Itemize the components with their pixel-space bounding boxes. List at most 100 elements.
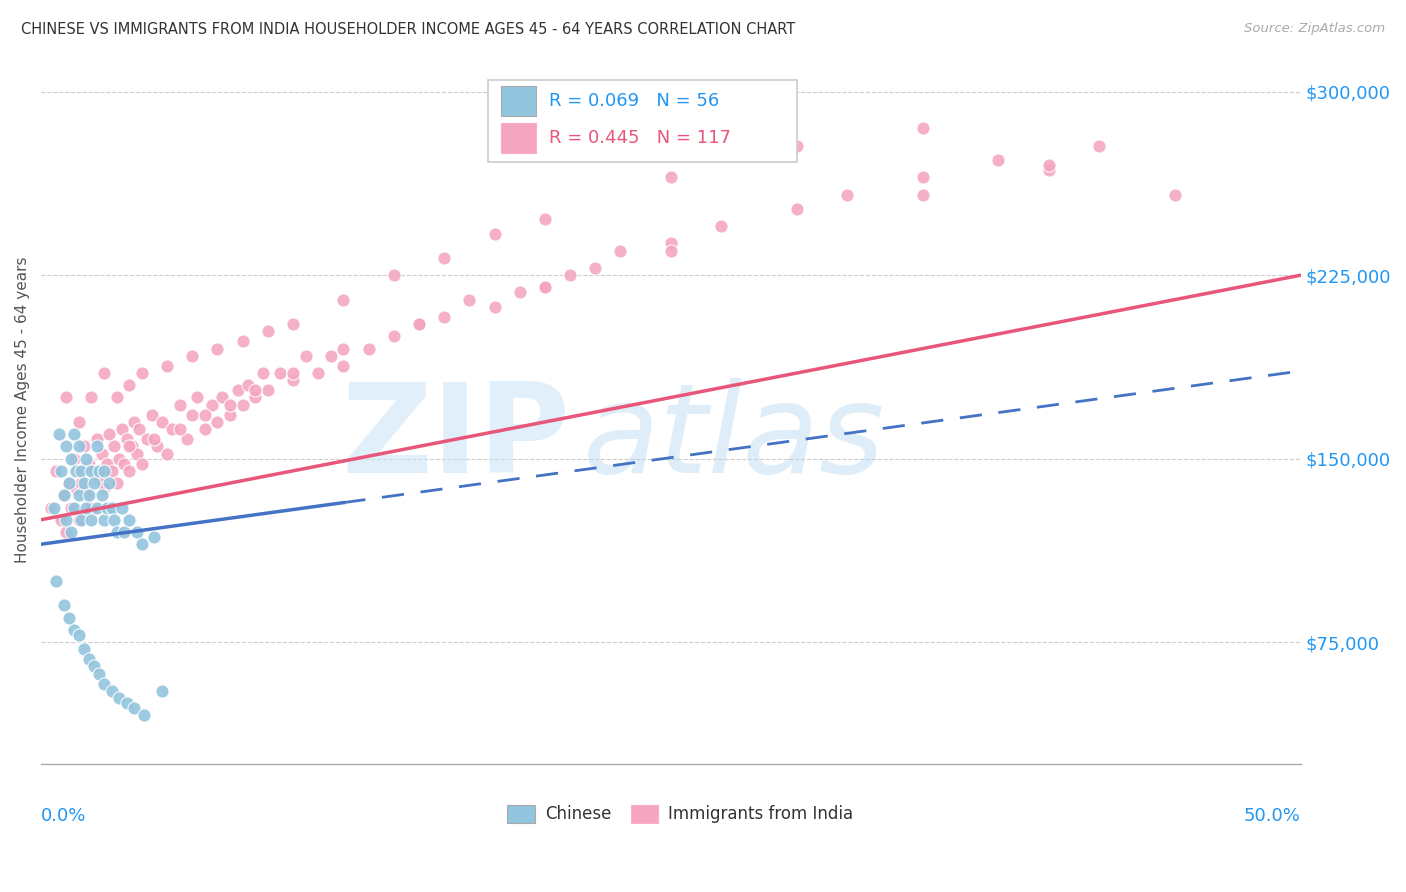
Point bbox=[87, 666, 110, 681]
Point bbox=[75, 488, 97, 502]
Point bbox=[111, 422, 134, 436]
Point bbox=[433, 251, 456, 265]
Point bbox=[194, 422, 217, 436]
Point bbox=[710, 219, 733, 234]
Point bbox=[103, 513, 125, 527]
Point bbox=[70, 513, 93, 527]
Point bbox=[77, 457, 100, 471]
Point bbox=[93, 481, 115, 495]
Point bbox=[181, 408, 204, 422]
Point bbox=[433, 310, 456, 324]
Point bbox=[911, 187, 934, 202]
Point bbox=[58, 476, 80, 491]
Point bbox=[65, 481, 87, 495]
Text: Source: ZipAtlas.com: Source: ZipAtlas.com bbox=[1244, 22, 1385, 36]
Point bbox=[534, 280, 557, 294]
Point bbox=[236, 378, 259, 392]
Point bbox=[93, 464, 115, 478]
Text: R = 0.069   N = 56: R = 0.069 N = 56 bbox=[548, 92, 718, 111]
Point bbox=[103, 439, 125, 453]
Point bbox=[911, 170, 934, 185]
Point bbox=[281, 317, 304, 331]
Point bbox=[509, 285, 531, 300]
Point bbox=[382, 268, 405, 283]
Point bbox=[232, 398, 254, 412]
Point bbox=[83, 464, 105, 478]
Point bbox=[67, 488, 90, 502]
Point bbox=[659, 170, 682, 185]
Point bbox=[143, 432, 166, 446]
Point bbox=[1088, 138, 1111, 153]
Point bbox=[118, 439, 141, 453]
Point bbox=[245, 391, 267, 405]
Point bbox=[115, 696, 138, 710]
Point bbox=[96, 457, 118, 471]
Point bbox=[87, 464, 110, 478]
Point bbox=[55, 513, 77, 527]
Point bbox=[194, 408, 217, 422]
Point bbox=[105, 476, 128, 491]
Point bbox=[67, 415, 90, 429]
Point bbox=[211, 391, 233, 405]
Point bbox=[207, 342, 229, 356]
Point bbox=[125, 447, 148, 461]
Point bbox=[83, 476, 105, 491]
Point bbox=[39, 500, 62, 515]
Point bbox=[115, 432, 138, 446]
FancyBboxPatch shape bbox=[488, 80, 797, 161]
Point bbox=[70, 476, 93, 491]
Point bbox=[281, 366, 304, 380]
Point bbox=[75, 500, 97, 515]
Point bbox=[112, 524, 135, 539]
Point bbox=[135, 432, 157, 446]
Point bbox=[93, 676, 115, 690]
Point bbox=[86, 500, 108, 515]
Point bbox=[80, 513, 103, 527]
Point bbox=[131, 537, 153, 551]
Point bbox=[150, 684, 173, 698]
Point bbox=[58, 476, 80, 491]
Point bbox=[105, 524, 128, 539]
Point bbox=[75, 451, 97, 466]
Point bbox=[160, 422, 183, 436]
Text: 0.0%: 0.0% bbox=[41, 807, 87, 825]
Point bbox=[45, 574, 67, 588]
Point bbox=[96, 500, 118, 515]
Point bbox=[77, 652, 100, 666]
Point bbox=[911, 121, 934, 136]
Point bbox=[105, 391, 128, 405]
Point bbox=[52, 488, 75, 502]
Point bbox=[131, 366, 153, 380]
Point bbox=[987, 153, 1010, 168]
Point bbox=[52, 488, 75, 502]
Point bbox=[332, 342, 354, 356]
Point bbox=[232, 334, 254, 349]
Point bbox=[484, 227, 506, 241]
Point bbox=[51, 513, 73, 527]
Point bbox=[67, 439, 90, 453]
Point bbox=[659, 244, 682, 258]
Text: Immigrants from India: Immigrants from India bbox=[668, 805, 853, 823]
Point bbox=[60, 524, 83, 539]
Point bbox=[181, 349, 204, 363]
Point bbox=[252, 366, 274, 380]
Point bbox=[156, 359, 179, 373]
Point bbox=[80, 391, 103, 405]
Point bbox=[48, 427, 70, 442]
Point bbox=[186, 391, 208, 405]
Point bbox=[63, 623, 86, 637]
Point bbox=[332, 359, 354, 373]
Point bbox=[169, 398, 191, 412]
Point bbox=[294, 349, 316, 363]
Point bbox=[118, 378, 141, 392]
Text: atlas: atlas bbox=[582, 377, 884, 499]
Point bbox=[219, 398, 242, 412]
Point bbox=[70, 464, 93, 478]
Point bbox=[141, 408, 163, 422]
Point bbox=[118, 513, 141, 527]
Point bbox=[83, 659, 105, 673]
Point bbox=[382, 329, 405, 343]
Point bbox=[65, 464, 87, 478]
Point bbox=[281, 373, 304, 387]
Point bbox=[112, 457, 135, 471]
